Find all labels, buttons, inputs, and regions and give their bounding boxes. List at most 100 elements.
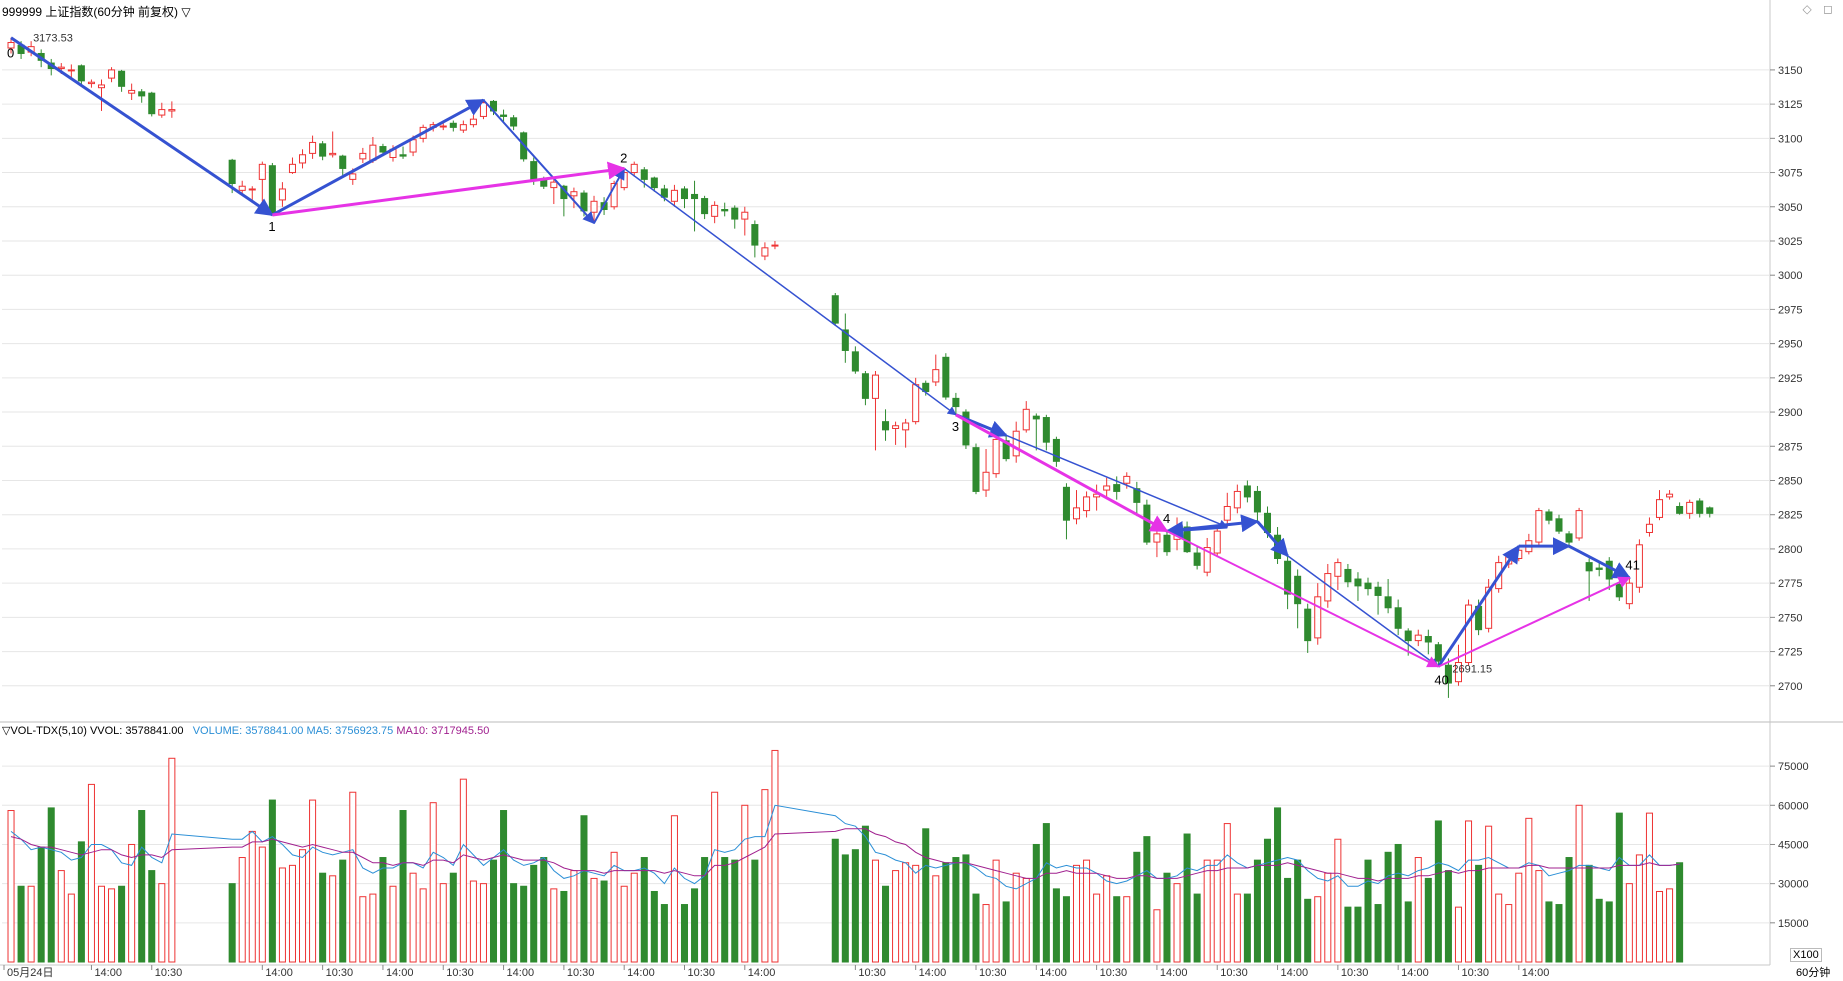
stroke-line	[1437, 544, 1521, 668]
candle-body	[841, 329, 849, 351]
volume-bar-down	[962, 854, 970, 963]
candle-body	[861, 373, 869, 399]
price-tick-label: 2975	[1778, 304, 1802, 316]
time-tick-label: 10:30	[1220, 967, 1248, 979]
stroke-line	[593, 167, 626, 224]
candle-body	[670, 189, 678, 202]
candle-body	[741, 211, 749, 220]
volume-bar-up	[87, 783, 95, 963]
candle-body	[761, 247, 769, 257]
candle-up	[67, 64, 75, 79]
volume-bar-down	[17, 885, 25, 963]
volume-indicator-name[interactable]: ▽VOL-TDX(5,10)	[2, 725, 87, 737]
volume-tick-label: 45000	[1778, 839, 1809, 851]
volume-bar-up	[168, 757, 176, 963]
volume-bar-down	[228, 883, 236, 963]
volume-bar-down	[1374, 904, 1382, 963]
volume-bar-up	[1153, 909, 1161, 963]
candle-down	[1354, 572, 1362, 601]
volume-bar-up	[158, 883, 166, 963]
volume-bar-down	[1294, 859, 1302, 963]
candle-down	[339, 154, 347, 176]
volume-bar-up	[1465, 820, 1473, 963]
candle-body	[550, 181, 558, 189]
candle-body	[590, 200, 598, 213]
volume-bar-down	[650, 890, 658, 963]
volume-bar-down	[138, 810, 146, 963]
volume-bar-down	[1475, 864, 1483, 963]
volume-bar-up	[1505, 904, 1513, 963]
time-tick-label: 10:30	[979, 967, 1007, 979]
volume-bar-down	[1545, 901, 1553, 963]
candle-down	[680, 186, 689, 209]
candle-body	[258, 163, 266, 180]
candle-down	[1555, 514, 1563, 534]
volume-bar-down	[500, 810, 508, 963]
candle-body	[469, 118, 477, 126]
volume-bar-down	[530, 864, 538, 963]
volume-unit-label: X100	[1790, 948, 1822, 962]
candle-body	[1465, 604, 1473, 664]
volume-bar-up	[1485, 825, 1493, 963]
ma5-value: MA5: 3756923.75	[306, 725, 394, 737]
candlesticks	[7, 37, 1714, 698]
candle-body	[1223, 505, 1231, 521]
candle-down	[721, 202, 729, 217]
volume-bar-down	[1042, 823, 1050, 963]
candle-down	[952, 392, 960, 415]
price-tick-label: 2725	[1778, 647, 1802, 659]
volume-bar-up	[670, 815, 678, 963]
chevron-down-icon[interactable]: ▽	[181, 5, 191, 19]
volume-bar-up	[278, 867, 286, 963]
time-tick-label: 14:00	[748, 967, 776, 979]
stroke-point-label: 41	[1625, 558, 1639, 573]
candle-body	[1193, 552, 1201, 566]
candle-up	[1093, 484, 1101, 511]
candle-body	[1555, 518, 1563, 532]
volume-bar-down	[680, 904, 689, 963]
candle-body	[1535, 510, 1543, 543]
volume-bar-down	[118, 885, 126, 963]
stroke-lines	[10, 36, 1631, 668]
volume-bar-down	[1253, 859, 1261, 963]
volume-bar-up	[1123, 896, 1131, 963]
candle-down	[1696, 498, 1704, 518]
volume-bar-up	[871, 859, 879, 963]
volume-tick-label: 75000	[1778, 761, 1809, 773]
candle-body	[1595, 567, 1603, 570]
candle-body	[128, 89, 136, 94]
candle-down	[138, 89, 146, 103]
volume-bar-down	[489, 859, 498, 963]
period-button[interactable]: 60分钟	[1796, 967, 1831, 979]
volume-bar-down	[1304, 898, 1312, 963]
volume-bar-up	[1223, 823, 1231, 963]
candle-down	[1394, 599, 1402, 636]
candle-body	[510, 117, 518, 127]
time-tick-label: 14:00	[1039, 967, 1067, 979]
candle-body	[57, 66, 65, 70]
volume-bar-down	[751, 859, 759, 963]
volume-bar-down	[520, 885, 528, 963]
window-icons[interactable]: ◇ ◻	[1802, 2, 1837, 16]
volume-bar-down	[1193, 893, 1201, 963]
candle-body	[459, 124, 467, 131]
candle-up	[550, 179, 558, 205]
volume-bar-down	[1163, 872, 1171, 963]
volume-bar-down	[1605, 901, 1613, 963]
candle-down	[942, 353, 950, 400]
candle-up	[1454, 644, 1462, 686]
volume-bar-down	[882, 885, 890, 963]
candle-down	[268, 162, 276, 215]
candle-body	[1676, 505, 1684, 514]
candle-body	[97, 84, 106, 89]
candle-up	[299, 149, 307, 169]
candle-body	[1404, 630, 1412, 642]
volume-bar-up	[57, 870, 65, 963]
volume-bar-up	[590, 877, 598, 963]
candle-down	[831, 292, 839, 326]
candle-body	[650, 177, 658, 189]
candle-body	[1585, 562, 1593, 572]
symbol-title[interactable]: 999999 上证指数(60分钟 前复权)	[2, 5, 179, 19]
candle-up	[1485, 579, 1493, 633]
